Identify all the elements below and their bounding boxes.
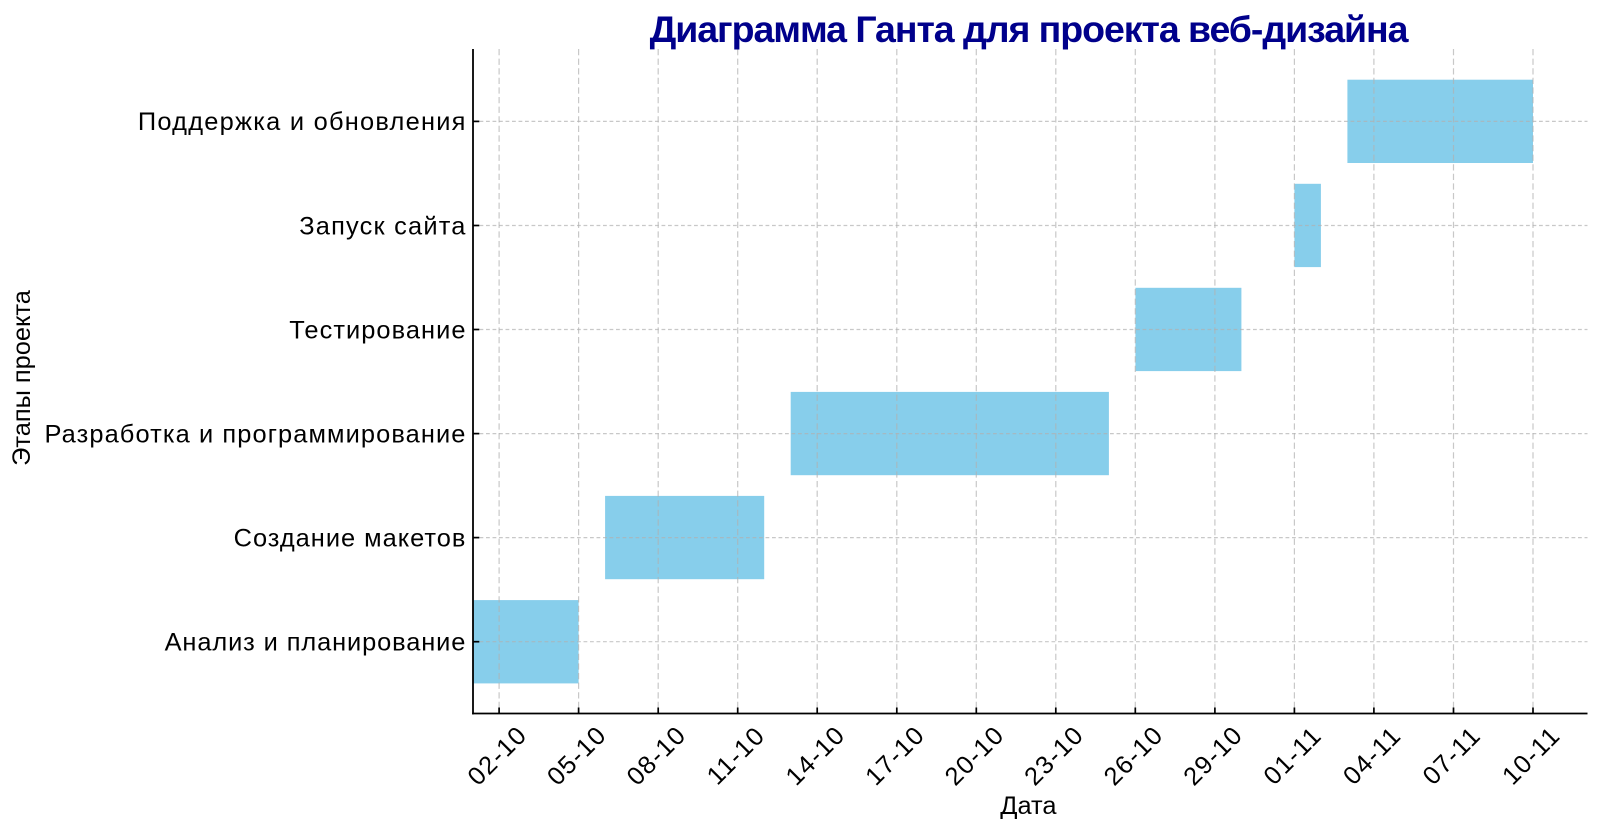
svg-text:Анализ и планирование: Анализ и планирование (165, 629, 467, 657)
svg-text:Дата: Дата (1000, 792, 1057, 820)
svg-text:Создание макетов: Создание макетов (234, 524, 467, 552)
svg-text:Тестирование: Тестирование (289, 316, 466, 344)
svg-text:Разработка и программирование: Разработка и программирование (44, 420, 466, 448)
svg-text:Диаграмма Ганта для проекта ве: Диаграмма Ганта для проекта веб-дизайна (650, 8, 1410, 50)
svg-text:Этапы проекта: Этапы проекта (8, 289, 36, 466)
svg-text:Поддержка и обновления: Поддержка и обновления (138, 108, 467, 136)
svg-text:Запуск сайта: Запуск сайта (299, 212, 466, 240)
